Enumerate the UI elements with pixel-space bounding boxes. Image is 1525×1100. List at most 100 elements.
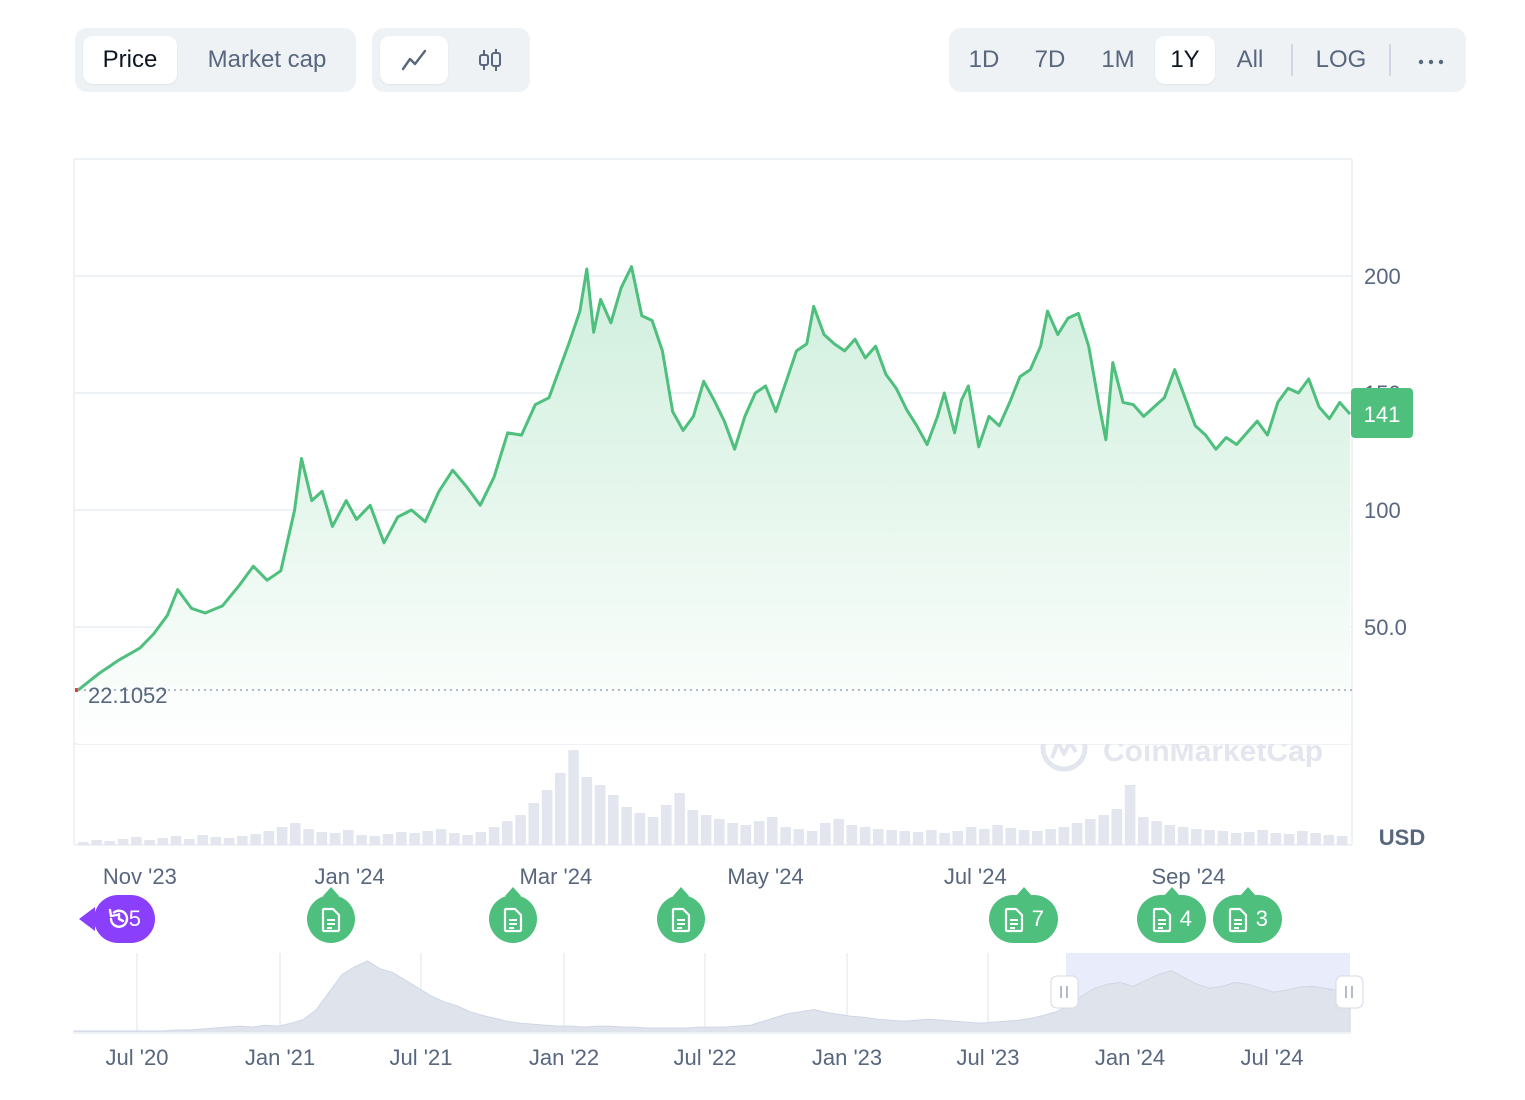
volume-bar	[1270, 833, 1282, 845]
x-axis: Nov '23 Jan '24 Mar '24 May '24 Jul '24 Sep '…	[103, 864, 1225, 889]
news-event-marker[interactable]: 4	[1137, 887, 1206, 943]
volume-bar	[1204, 830, 1215, 845]
volume-bar	[91, 840, 102, 845]
volume-bar	[1058, 827, 1070, 845]
price-line	[77, 265, 1352, 692]
news-count: 4	[1179, 906, 1192, 931]
volume-bar	[435, 829, 447, 845]
range-all[interactable]: All	[1236, 46, 1264, 73]
volume-bar	[1323, 835, 1335, 845]
range-7d[interactable]: 7D	[1034, 46, 1066, 73]
volume-bar	[1283, 834, 1295, 845]
navigator-x-axis: Jul '20 Jan '21 Jul '21 Jan '22 Jul '22 Jan '…	[106, 1045, 1304, 1070]
volume-bar	[1005, 828, 1017, 845]
document-icon	[671, 907, 691, 933]
volume-bar	[515, 815, 526, 845]
volume-bar	[674, 793, 685, 845]
volume-bar	[1217, 831, 1229, 845]
volume-bar	[793, 829, 805, 845]
candlestick-button[interactable]	[456, 36, 524, 84]
navigator-handle-left[interactable]	[1050, 975, 1079, 1009]
volume-bar	[965, 827, 977, 845]
volume-bar	[806, 831, 818, 845]
navigator-tick-label: Jul '20	[106, 1045, 169, 1070]
volume-bar	[343, 830, 354, 845]
volume-bar	[859, 827, 871, 845]
marker-pointer	[1163, 887, 1180, 896]
volume-bar	[926, 830, 937, 845]
volume-bar	[979, 829, 990, 845]
volume-bar	[1310, 833, 1321, 845]
x-tick-label: Jan '24	[314, 864, 384, 889]
volume-bar	[661, 805, 672, 845]
news-event-marker[interactable]: 3	[1213, 887, 1282, 943]
volume-bar	[647, 817, 659, 845]
current-price-label: 141	[1364, 402, 1401, 427]
volume-bar	[912, 832, 924, 845]
navigator-tick-label: Jul '24	[1241, 1045, 1304, 1070]
x-tick-label: May '24	[727, 864, 803, 889]
volume-bar	[223, 838, 235, 845]
volume-bar	[767, 817, 778, 845]
volume-bar	[210, 837, 222, 845]
range-toggle: 1D 7D 1M 1Y All LOG	[949, 28, 1466, 92]
navigator-tick-label: Jan '24	[1095, 1045, 1165, 1070]
volume-bar	[117, 839, 129, 845]
volume-bar	[1336, 836, 1348, 845]
news-event-marker[interactable]	[489, 887, 537, 943]
y-axis: 20015010050.0	[1364, 264, 1407, 640]
volume-bar	[475, 832, 487, 845]
history-count: 5	[128, 906, 141, 931]
navigator-tick-label: Jan '22	[529, 1045, 599, 1070]
volume-bar	[157, 838, 169, 845]
volume-bar	[621, 807, 632, 845]
volume-bar	[952, 831, 964, 845]
volume-bar	[1098, 815, 1109, 845]
volume-bar	[1230, 833, 1242, 845]
divider	[1389, 44, 1391, 76]
volume-bar	[104, 841, 116, 845]
volume-bar	[541, 790, 553, 845]
currency-label: USD	[1379, 825, 1425, 850]
range-1y[interactable]: 1Y	[1155, 36, 1215, 84]
volume-bar	[502, 821, 513, 845]
navigator-handle-right[interactable]	[1335, 975, 1364, 1009]
volume-bar	[833, 819, 844, 845]
history-icon	[108, 908, 129, 928]
document-icon	[321, 907, 341, 933]
range-navigator[interactable]	[73, 953, 1364, 1034]
range-1d[interactable]: 1D	[968, 46, 1000, 73]
volume-bar	[422, 831, 434, 845]
current-price-tag: 141	[1351, 388, 1413, 438]
y-tick-label: 100	[1364, 498, 1401, 523]
volume-bar	[1124, 785, 1136, 845]
volume-bar	[1297, 831, 1308, 845]
more-options-button[interactable]	[1401, 36, 1461, 84]
navigator-tick-label: Jan '21	[245, 1045, 315, 1070]
navigator-tick-label: Jul '23	[957, 1045, 1020, 1070]
price-tab[interactable]: Price	[83, 36, 177, 84]
document-icon	[1004, 907, 1024, 933]
volume-bar	[1191, 829, 1202, 845]
volume-bar	[356, 835, 367, 845]
news-event-marker[interactable]	[307, 887, 355, 943]
volume-bar	[594, 785, 606, 845]
market-cap-tab[interactable]: Market cap	[207, 46, 327, 73]
news-event-marker[interactable]	[657, 887, 705, 943]
x-tick-label: Sep '24	[1151, 864, 1225, 889]
volume-bar	[1111, 809, 1123, 845]
line-chart-button[interactable]	[380, 36, 448, 84]
volume-bar	[687, 810, 699, 845]
range-1m[interactable]: 1M	[1101, 46, 1135, 73]
history-events-badge[interactable]: 5	[79, 895, 155, 943]
volume-bar	[409, 833, 420, 845]
volume-bar	[581, 777, 593, 845]
volume-bar	[276, 827, 288, 845]
volume-bar	[184, 839, 195, 845]
volume-bar	[528, 803, 540, 845]
volume-bar	[303, 829, 314, 845]
news-event-marker[interactable]: 7	[989, 887, 1058, 943]
log-scale-button[interactable]: LOG	[1315, 46, 1367, 73]
volume-bar	[780, 827, 791, 845]
